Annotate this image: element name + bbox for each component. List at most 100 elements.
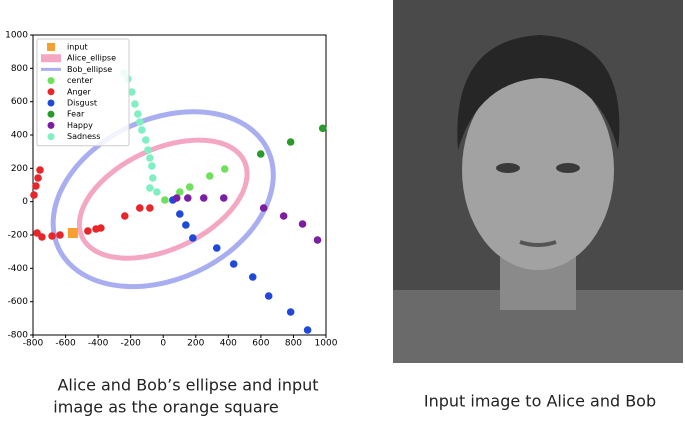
point	[176, 188, 184, 196]
point	[184, 194, 192, 202]
x-tick-label: 0	[160, 339, 166, 349]
point	[121, 212, 129, 220]
legend-label: Disgust	[67, 99, 97, 108]
legend-label: Fear	[67, 110, 85, 119]
x-tick-label: -800	[23, 339, 44, 349]
photo-eye	[556, 163, 580, 173]
x-tick-label: 200	[187, 339, 204, 349]
point	[149, 174, 157, 182]
point	[142, 136, 150, 144]
point	[146, 154, 154, 162]
point	[248, 273, 257, 281]
x-tick-label: 1000	[315, 339, 338, 349]
point	[172, 194, 181, 202]
legend-marker	[41, 54, 61, 63]
y-tick-label: -400	[8, 264, 29, 274]
point	[56, 231, 64, 239]
y-tick-label: -600	[8, 297, 29, 307]
point	[38, 233, 46, 241]
legend-marker	[47, 88, 55, 96]
point	[36, 166, 44, 174]
x-tick-label: -400	[88, 339, 109, 349]
x-tick-label: -600	[55, 339, 76, 349]
point	[144, 146, 152, 154]
point	[256, 150, 265, 158]
point	[48, 232, 56, 240]
point	[298, 220, 307, 228]
caption-line: Alice and Bob’s ellipse and input	[57, 376, 318, 395]
point	[30, 191, 38, 199]
caption-line: Input image to Alice and Bob	[424, 392, 656, 411]
point	[219, 194, 228, 202]
point	[313, 236, 322, 244]
legend-label: input	[67, 43, 88, 52]
point	[286, 308, 295, 316]
point	[303, 326, 312, 334]
photo-face	[462, 70, 614, 270]
legend-marker	[47, 77, 55, 85]
legend-box	[36, 38, 130, 147]
legend-marker	[47, 43, 55, 51]
point	[128, 88, 136, 96]
point	[84, 227, 92, 235]
point	[135, 118, 144, 126]
x-tick-label: 400	[220, 339, 237, 349]
point	[134, 110, 142, 118]
point	[212, 244, 221, 252]
y-tick-label: 600	[11, 97, 28, 107]
point	[264, 292, 273, 300]
point	[318, 124, 327, 133]
point	[97, 224, 105, 232]
point	[220, 165, 229, 173]
legend-marker	[47, 110, 55, 118]
y-tick-label: 200	[11, 164, 28, 174]
photo-eye	[496, 163, 520, 173]
legend-label: Bob_ellipse	[67, 65, 112, 74]
y-tick-label: 800	[11, 64, 28, 74]
point	[176, 210, 184, 218]
point	[153, 188, 161, 196]
y-tick-label: 0	[22, 197, 28, 207]
portrait-photo	[393, 0, 683, 363]
point	[138, 126, 146, 134]
y-tick-label: -200	[8, 231, 29, 241]
legend-label: Sadness	[67, 132, 100, 141]
point	[286, 138, 295, 146]
point	[229, 260, 238, 268]
x-tick-label: 600	[252, 339, 269, 349]
legend-marker	[47, 133, 55, 141]
point	[205, 172, 214, 180]
caption-line: image as the orange square	[53, 398, 278, 417]
point	[146, 204, 154, 212]
x-tick-label: 800	[285, 339, 302, 349]
photo-mouth	[519, 240, 557, 247]
x-tick-label: -200	[120, 339, 141, 349]
point	[146, 184, 154, 192]
point	[161, 196, 169, 204]
y-tick-label: 1000	[5, 31, 28, 41]
legend-label: Happy	[67, 121, 93, 130]
point	[67, 228, 78, 238]
legend-label: Anger	[67, 87, 92, 96]
point	[182, 221, 190, 229]
point	[279, 212, 288, 220]
point	[189, 234, 197, 242]
point	[131, 100, 139, 108]
legend-label: Alice_ellipse	[67, 54, 116, 63]
legend-marker	[47, 121, 55, 129]
point	[185, 183, 194, 191]
point	[32, 182, 40, 190]
point	[34, 174, 42, 182]
y-tick-label: -800	[8, 331, 29, 341]
y-tick-label: 400	[11, 131, 28, 141]
point	[148, 162, 156, 170]
point	[135, 204, 144, 212]
legend-marker	[47, 99, 55, 107]
photo-hair	[457, 35, 620, 150]
point	[199, 194, 208, 202]
legend-label: center	[67, 76, 93, 85]
ellipse	[76, 137, 250, 261]
